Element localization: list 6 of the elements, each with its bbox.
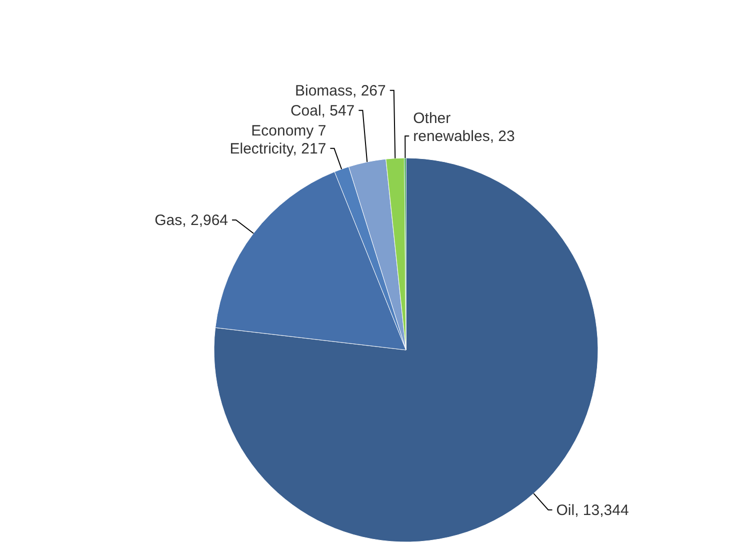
slice-label: Oil, 13,344	[556, 502, 629, 519]
slice-label: Economy 7 Electricity, 217	[230, 122, 326, 158]
slice-label: Other renewables, 23	[413, 110, 515, 145]
slice-label: Gas, 2,964	[154, 212, 228, 229]
slice-label: Coal, 547	[290, 102, 355, 120]
slice-label: Biomass, 267	[294, 82, 386, 100]
